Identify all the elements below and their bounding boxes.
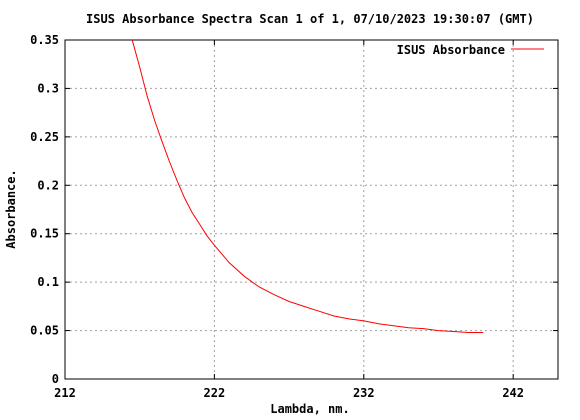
y-tick-label: 0.25 [30,130,59,144]
x-tick-label: 222 [204,386,226,400]
y-tick-label: 0.15 [30,227,59,241]
legend: ISUS Absorbance [397,43,544,57]
x-tick-label: 212 [54,386,76,400]
series-layer [131,39,484,333]
y-axis-label: Absorbance. [4,169,18,248]
x-tick-label: 232 [353,386,375,400]
y-tick-label: 0.2 [37,178,59,192]
grid-lines [65,40,558,379]
legend-label: ISUS Absorbance [397,43,505,57]
y-tick-label: 0.35 [30,33,59,47]
chart-title: ISUS Absorbance Spectra Scan 1 of 1, 07/… [86,12,534,26]
x-axis-label: Lambda, nm. [270,402,349,416]
plot-frame [64,39,559,380]
series-line-isus-absorbance [131,39,484,333]
y-tick-label: 0.05 [30,324,59,338]
axis-ticks: 0 0.05 0.1 0.15 0.2 0.25 0.3 0.35 212 222 232 242 [30,33,558,400]
y-tick-label: 0.1 [37,275,59,289]
x-tick-label: 242 [502,386,524,400]
y-tick-label: 0.3 [37,81,59,95]
y-tick-label: 0 [52,372,59,386]
